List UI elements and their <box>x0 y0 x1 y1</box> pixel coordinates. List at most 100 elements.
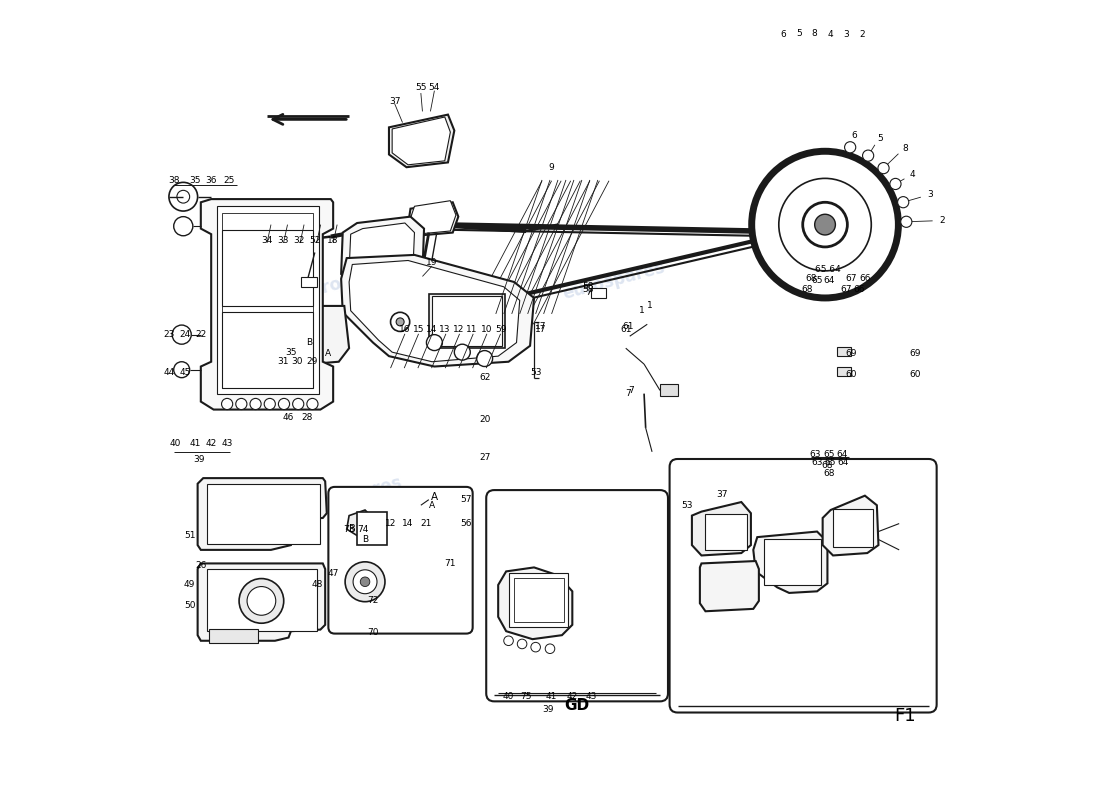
Circle shape <box>221 398 233 410</box>
Polygon shape <box>498 567 572 639</box>
Text: 14: 14 <box>403 519 414 528</box>
Text: B: B <box>349 524 355 534</box>
Text: 29: 29 <box>307 358 318 366</box>
Circle shape <box>390 312 409 331</box>
Polygon shape <box>823 496 879 555</box>
Text: 5: 5 <box>796 29 802 38</box>
Circle shape <box>901 216 912 227</box>
Text: eurospares: eurospares <box>561 258 667 302</box>
Text: 21: 21 <box>420 519 432 528</box>
Polygon shape <box>754 531 827 593</box>
Circle shape <box>476 350 493 366</box>
Text: 3: 3 <box>844 30 849 39</box>
Circle shape <box>878 162 889 174</box>
Text: 7: 7 <box>625 389 631 398</box>
Circle shape <box>504 636 514 646</box>
Text: 8: 8 <box>902 144 909 153</box>
Bar <box>763 538 821 585</box>
Polygon shape <box>349 261 519 362</box>
Circle shape <box>815 214 835 235</box>
Text: 65 64: 65 64 <box>815 265 840 274</box>
Polygon shape <box>349 223 415 281</box>
Bar <box>207 484 320 543</box>
Text: 68: 68 <box>801 286 813 294</box>
Text: 35: 35 <box>189 176 201 186</box>
Text: A: A <box>431 492 438 502</box>
Polygon shape <box>408 202 459 236</box>
Text: 73: 73 <box>343 525 355 534</box>
Text: 65: 65 <box>823 450 835 458</box>
Text: 46: 46 <box>283 413 294 422</box>
Text: 1: 1 <box>639 306 645 315</box>
Circle shape <box>264 398 275 410</box>
Text: 66: 66 <box>859 274 871 283</box>
Circle shape <box>898 197 909 208</box>
Text: 6: 6 <box>851 130 858 140</box>
Text: 72: 72 <box>367 596 378 606</box>
Text: 68: 68 <box>823 469 835 478</box>
Circle shape <box>239 578 284 623</box>
Circle shape <box>517 639 527 649</box>
Text: 30: 30 <box>292 358 302 366</box>
Text: 17: 17 <box>535 326 547 334</box>
Circle shape <box>531 642 540 652</box>
Polygon shape <box>692 502 751 555</box>
Text: 68: 68 <box>805 274 817 283</box>
Circle shape <box>250 398 261 410</box>
Text: 5: 5 <box>877 134 883 142</box>
Text: 35: 35 <box>285 348 297 357</box>
Text: 28: 28 <box>301 413 312 422</box>
Text: 66: 66 <box>854 286 865 294</box>
Circle shape <box>751 151 899 298</box>
Circle shape <box>361 577 370 586</box>
Text: 13: 13 <box>439 326 451 334</box>
Text: 68: 68 <box>822 461 833 470</box>
Text: 18: 18 <box>328 236 339 245</box>
Text: 48: 48 <box>311 581 323 590</box>
Circle shape <box>235 398 246 410</box>
Text: 58: 58 <box>583 286 594 294</box>
Text: 67: 67 <box>840 286 852 294</box>
Text: 36: 36 <box>206 176 217 186</box>
Text: 69: 69 <box>910 350 921 358</box>
Text: 60: 60 <box>846 370 857 379</box>
Text: B: B <box>306 338 312 347</box>
Text: 43: 43 <box>586 692 597 701</box>
Polygon shape <box>198 478 327 550</box>
Text: 53: 53 <box>681 501 693 510</box>
Text: 60: 60 <box>910 370 921 379</box>
Bar <box>432 296 503 346</box>
Text: 62: 62 <box>478 373 491 382</box>
Circle shape <box>174 362 189 378</box>
Text: 75: 75 <box>520 692 531 701</box>
Circle shape <box>845 142 856 153</box>
Text: 37: 37 <box>388 97 400 106</box>
Text: 24: 24 <box>179 330 190 339</box>
Bar <box>705 514 747 550</box>
Text: 14: 14 <box>427 326 438 334</box>
Circle shape <box>248 586 276 615</box>
Circle shape <box>546 644 554 654</box>
Text: A: A <box>429 501 436 510</box>
Text: 15: 15 <box>412 326 425 334</box>
Bar <box>833 510 873 547</box>
Text: 42: 42 <box>566 692 578 701</box>
Circle shape <box>278 398 289 410</box>
Text: 20: 20 <box>478 415 491 425</box>
Text: 16: 16 <box>399 326 410 334</box>
Text: 54: 54 <box>429 83 440 92</box>
Circle shape <box>890 178 901 190</box>
Circle shape <box>177 190 189 203</box>
Bar <box>837 366 851 376</box>
Text: eurospares: eurospares <box>297 258 404 302</box>
FancyBboxPatch shape <box>329 487 473 634</box>
Text: 2: 2 <box>939 216 945 225</box>
Text: 43: 43 <box>221 439 233 448</box>
Text: 64: 64 <box>823 276 835 285</box>
Text: 63: 63 <box>812 458 823 466</box>
Circle shape <box>779 178 871 271</box>
Text: eurospares: eurospares <box>297 474 404 518</box>
Text: 40: 40 <box>503 692 514 701</box>
Bar <box>221 213 314 388</box>
Bar <box>217 206 319 394</box>
